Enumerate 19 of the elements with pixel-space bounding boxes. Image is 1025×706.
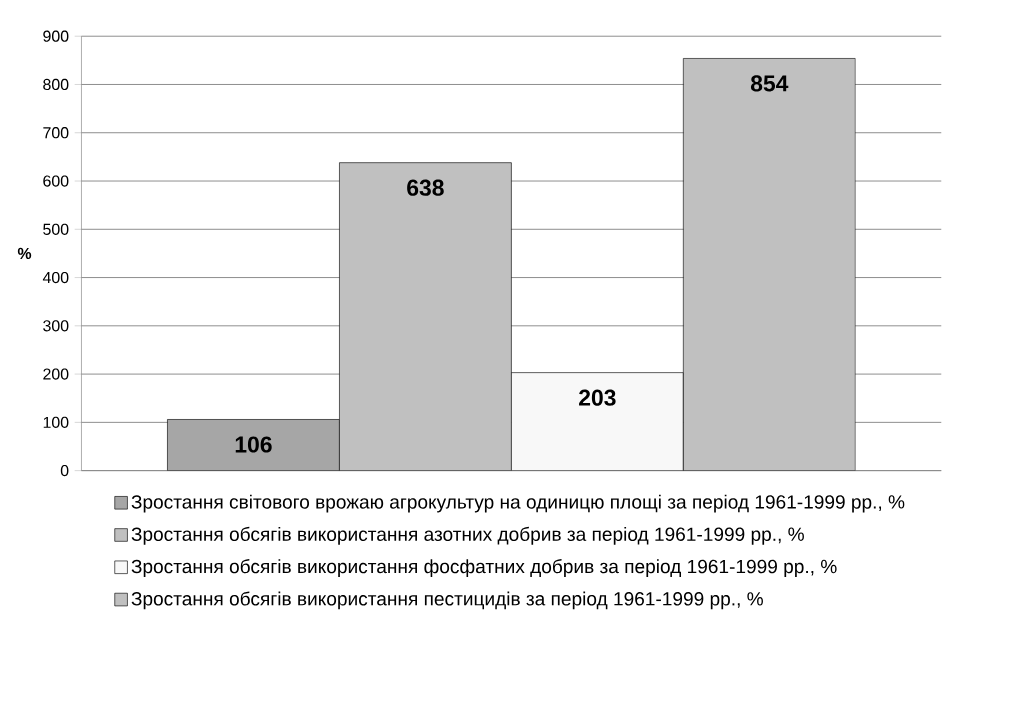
y-tick-label: 300 — [43, 320, 69, 332]
legend-label: Зростання обсягів використання пестицидів за період 1961-1999 рр., % — [131, 591, 763, 610]
y-tick-label: 600 — [43, 175, 69, 187]
y-tick-label: 100 — [43, 416, 69, 429]
legend-label: Зростання обсягів використання азотних добрив за період 1961-1999 рр., % — [131, 526, 804, 545]
y-tick-label: 500 — [43, 223, 69, 235]
y-tick-label: 200 — [43, 368, 69, 380]
y-tick-label: 900 — [43, 30, 69, 42]
y-tick-label: 400 — [42, 271, 69, 284]
y-axis-title: % — [17, 247, 32, 260]
legend-label: Зростання світового врожаю агрокультур на одиницю площі за період 1961-1999 рр., % — [131, 494, 905, 513]
y-tick-label: 0 — [60, 465, 69, 477]
y-tick-label: 800 — [43, 78, 69, 91]
y-tick-label: 700 — [43, 127, 69, 139]
data-label: 638 — [407, 179, 444, 196]
data-label: 203 — [579, 389, 616, 406]
legend-label: Зростання обсягів використання фосфатних добрив за період 1961-1999 рр., % — [131, 559, 837, 578]
data-label: 106 — [235, 436, 272, 453]
data-label: 854 — [750, 75, 789, 92]
